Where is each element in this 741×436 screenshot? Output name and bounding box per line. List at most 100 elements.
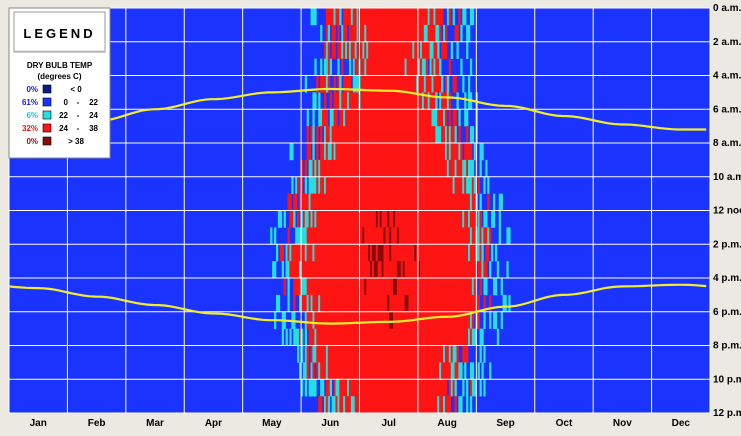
heatmap-cell [387,210,390,228]
heatmap-cell [427,159,430,178]
heatmap-cell [391,210,394,228]
heatmap-cell [492,193,496,211]
heatmap-cell [364,278,367,296]
heatmap-cell [387,278,390,296]
heatmap-cell [362,294,365,313]
heatmap-cell [285,261,288,279]
heatmap-cell [383,261,386,279]
heatmap-cell [366,143,369,161]
heatmap-cell [448,278,452,296]
heatmap-cell [385,24,388,43]
heatmap-cell [341,193,344,211]
heatmap-cell [460,311,463,329]
heatmap-cell [458,159,461,178]
heatmap-cell [356,159,359,178]
heatmap-cell [320,176,323,194]
heatmap-cell [452,379,455,397]
heatmap-cell [387,41,390,59]
heatmap-cell [441,244,444,262]
heatmap-cell [323,294,327,313]
x-axis-labels: Jan Feb Mar Apr May Jun Jul Aug Sep Oct Nov Dec [30,418,691,429]
heatmap-cell [322,362,325,380]
heatmap-cell [395,24,398,43]
heatmap-cell [293,261,296,279]
heatmap-cell [323,311,327,329]
heatmap-cell [331,244,334,262]
heatmap-cell [289,193,292,211]
heatmap-cell [425,126,429,144]
legend-swatch [42,110,52,120]
heatmap-cell [450,227,453,245]
heatmap-cell [354,311,357,329]
heatmap-cell [462,159,465,178]
heatmap-cell [452,143,455,161]
heatmap-cell [462,379,465,397]
heatmap-cell [441,362,444,380]
heatmap-cell [337,345,340,363]
heatmap-cell [421,159,425,178]
heatmap-cell [458,278,461,296]
y-tick-label: 12 noon [713,206,741,217]
heatmap-cell [345,294,348,313]
heatmap-cell [418,244,421,262]
heatmap-cell [364,58,367,76]
heatmap-cell [402,362,405,380]
heatmap-cell [456,311,459,329]
heatmap-cell [396,328,400,346]
heatmap-cell [446,143,450,161]
heatmap-cell [375,379,379,397]
heatmap-cell [337,8,340,26]
heatmap-cell [460,396,463,413]
heatmap-cell [306,261,309,279]
heatmap-cell [308,143,311,161]
heatmap-cell [327,8,331,26]
heatmap-cell [456,193,459,211]
heatmap-cell [420,278,423,296]
heatmap-cell [395,379,398,397]
heatmap-cell [375,143,379,161]
heatmap-cell [389,311,392,329]
heatmap-cell [360,126,363,144]
heatmap-cell [406,58,409,76]
heatmap-cell [333,311,336,329]
heatmap-cell [420,143,423,161]
heatmap-cell [316,278,319,296]
heatmap-cell [468,294,471,313]
heatmap-cell [420,227,423,245]
heatmap-cell [327,261,331,279]
heatmap-cell [314,379,317,397]
heatmap-cell [458,227,461,245]
heatmap-cell [423,193,427,211]
heatmap-cell [368,75,371,93]
heatmap-cell [481,362,484,380]
heatmap-cell [444,41,448,59]
heatmap-cell [466,311,469,329]
heatmap-cell [393,92,396,110]
heatmap-cell [348,362,352,380]
heatmap-cell [320,126,323,144]
heatmap-cell [339,109,342,127]
heatmap-cell [410,41,413,59]
heatmap-cell [410,126,413,144]
heatmap-cell [383,126,386,144]
heatmap-cell [404,143,407,161]
heatmap-cell [437,75,440,93]
heatmap-cell [310,345,313,363]
heatmap-cell [381,24,384,43]
heatmap-cell [423,159,427,178]
heatmap-cell [352,210,356,228]
heatmap-cell [425,58,429,76]
heatmap-cell [383,244,386,262]
heatmap-cell [323,75,327,93]
heatmap-cell [316,126,319,144]
heatmap-cell [410,379,413,397]
heatmap-cell [412,126,415,144]
heatmap-cell [370,244,373,262]
heatmap-cell [498,210,502,228]
heatmap-cell [375,109,379,127]
heatmap-cell [391,41,394,59]
heatmap-cell [489,227,492,245]
heatmap-cell [431,362,434,380]
heatmap-cell [425,193,429,211]
